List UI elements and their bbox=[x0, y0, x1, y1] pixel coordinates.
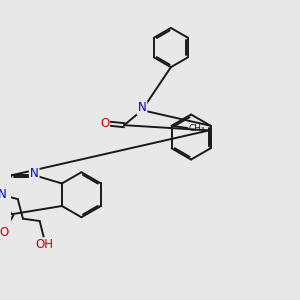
Text: N: N bbox=[138, 101, 146, 114]
Text: O: O bbox=[100, 117, 109, 130]
Text: N: N bbox=[30, 167, 39, 180]
Text: CH₃: CH₃ bbox=[189, 124, 205, 133]
Text: N: N bbox=[0, 188, 7, 201]
Text: O: O bbox=[0, 226, 9, 239]
Text: OH: OH bbox=[36, 238, 54, 251]
